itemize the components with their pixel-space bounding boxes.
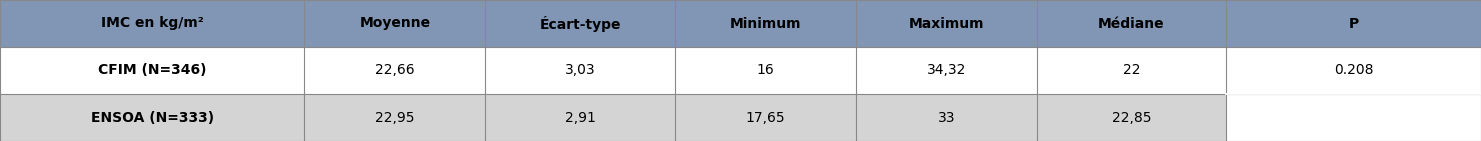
Bar (1226, 0, 1481, 47)
Bar (675, 94, 856, 141)
Text: 22,85: 22,85 (1112, 111, 1151, 125)
Text: 2,91: 2,91 (564, 111, 595, 125)
Bar (305, 94, 486, 141)
Text: 22,66: 22,66 (375, 63, 415, 78)
Text: 33: 33 (937, 111, 955, 125)
Bar (856, 0, 1037, 47)
Text: Médiane: Médiane (1097, 16, 1164, 30)
Text: 0.208: 0.208 (1334, 63, 1373, 78)
Text: 34,32: 34,32 (927, 63, 966, 78)
Text: Maximum: Maximum (908, 16, 983, 30)
Bar (486, 0, 675, 47)
Text: 22,95: 22,95 (375, 111, 415, 125)
Text: CFIM (N=346): CFIM (N=346) (98, 63, 206, 78)
Bar (486, 47, 675, 94)
Bar (675, 47, 856, 94)
Bar (305, 0, 486, 47)
Bar (1037, 94, 1226, 141)
Bar (675, 0, 856, 47)
Text: 3,03: 3,03 (564, 63, 595, 78)
Bar (856, 94, 1037, 141)
Text: 17,65: 17,65 (745, 111, 785, 125)
Bar (305, 47, 486, 94)
Bar (0, 47, 305, 94)
Bar (1037, 0, 1226, 47)
Bar (856, 47, 1037, 94)
Text: ENSOA (N=333): ENSOA (N=333) (90, 111, 213, 125)
Bar (0, 0, 305, 47)
Text: P: P (1348, 16, 1358, 30)
Bar (1037, 47, 1226, 94)
Bar (0, 94, 305, 141)
Bar (1226, 47, 1481, 141)
Text: Écart-type: Écart-type (539, 16, 621, 31)
Text: 16: 16 (757, 63, 775, 78)
Text: IMC en kg/m²: IMC en kg/m² (101, 16, 203, 30)
Bar (486, 94, 675, 141)
Text: Minimum: Minimum (730, 16, 801, 30)
Text: Moyenne: Moyenne (360, 16, 431, 30)
Text: 22: 22 (1123, 63, 1140, 78)
